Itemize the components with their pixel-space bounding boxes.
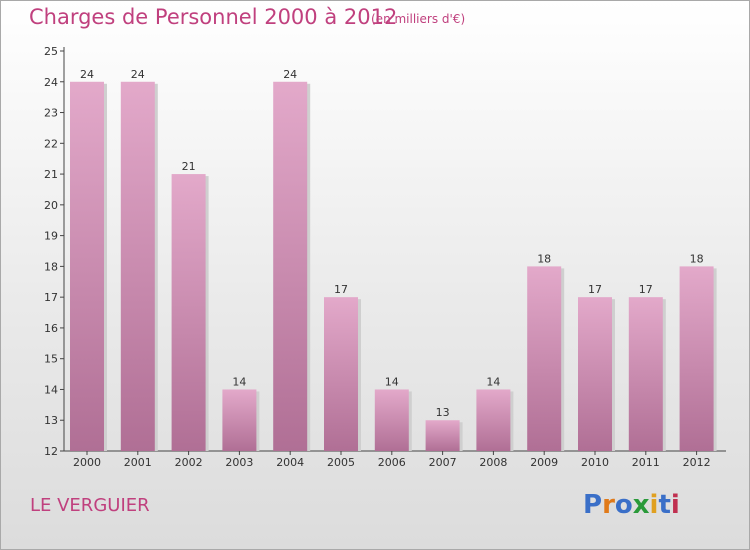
bar-2007	[425, 420, 460, 451]
logo-letter: P	[583, 490, 603, 520]
x-tick-label-2005: 2005	[327, 456, 355, 469]
value-label-2011: 17	[639, 283, 653, 296]
value-label-2008: 14	[486, 375, 500, 388]
y-tick-label: 25	[44, 45, 58, 58]
y-tick-label: 24	[44, 76, 58, 89]
chart-title: Charges de Personnel 2000 à 2012	[29, 5, 398, 29]
x-tick-label-2006: 2006	[378, 456, 406, 469]
value-label-2001: 24	[131, 68, 145, 81]
y-tick-label: 17	[44, 291, 58, 304]
y-tick-label: 16	[44, 322, 58, 335]
commune-name: LE VERGUIER	[30, 495, 150, 516]
value-label-2009: 18	[537, 252, 551, 265]
y-tick-label: 15	[44, 353, 58, 366]
x-tick-label-2000: 2000	[73, 456, 101, 469]
x-tick-label-2007: 2007	[429, 456, 457, 469]
bar-2010	[578, 297, 612, 451]
y-tick-label: 18	[44, 260, 58, 273]
bar-2004	[273, 81, 308, 452]
logo-letter: o	[614, 490, 633, 520]
y-tick-label: 20	[44, 199, 58, 212]
x-tick-label-2002: 2002	[175, 456, 203, 469]
bar-2008	[476, 389, 511, 451]
logo-letter: x	[632, 490, 650, 520]
logo-letter: r	[602, 490, 615, 520]
chart-subtitle: (en milliers d'€)	[371, 12, 466, 26]
value-label-2002: 21	[182, 160, 196, 173]
y-tick-label: 12	[44, 445, 58, 458]
x-tick-label-2010: 2010	[581, 456, 609, 469]
y-tick-label: 13	[44, 414, 58, 427]
bar-2003	[222, 389, 257, 451]
x-tick-label-2008: 2008	[479, 456, 507, 469]
bar-2000	[70, 81, 104, 452]
y-tick-label: 22	[44, 137, 58, 150]
logo-letter: i	[670, 490, 680, 520]
bar-2001	[120, 81, 155, 452]
y-tick-label: 14	[44, 383, 58, 396]
value-label-2006: 14	[385, 375, 399, 388]
x-tick-label-2001: 2001	[124, 456, 152, 469]
proxiti-logo[interactable]: Proxiti	[583, 490, 680, 520]
value-label-2004: 24	[283, 68, 297, 81]
y-tick-label: 23	[44, 107, 58, 120]
x-tick-label-2004: 2004	[276, 456, 304, 469]
x-tick-label-2009: 2009	[530, 456, 558, 469]
y-tick-label: 19	[44, 230, 58, 243]
bar-2012	[679, 266, 714, 451]
logo-letter: t	[658, 490, 671, 520]
logo-letter: i	[649, 490, 659, 520]
value-label-2012: 18	[690, 252, 704, 265]
bar-2009	[527, 266, 562, 451]
x-tick-label-2003: 2003	[225, 456, 253, 469]
value-label-2005: 17	[334, 283, 348, 296]
value-label-2003: 14	[232, 375, 246, 388]
y-tick-label: 21	[44, 168, 58, 181]
value-label-2010: 17	[588, 283, 602, 296]
value-label-2007: 13	[436, 406, 450, 419]
bar-2006	[374, 389, 409, 451]
bar-2005	[324, 297, 358, 451]
x-tick-label-2012: 2012	[683, 456, 711, 469]
bar-2002	[171, 174, 206, 452]
bar-2011	[628, 297, 663, 451]
x-tick-label-2011: 2011	[632, 456, 660, 469]
value-label-2000: 24	[80, 68, 94, 81]
